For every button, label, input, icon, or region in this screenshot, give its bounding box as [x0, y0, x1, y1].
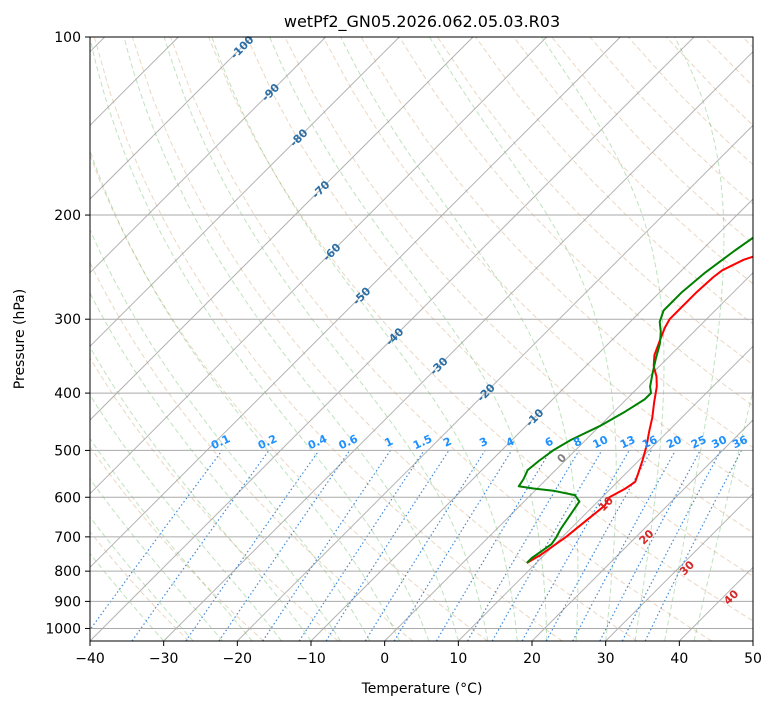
isotherm-line: [90, 37, 400, 348]
y-tick-label: 400: [54, 386, 81, 402]
x-tick-label: −10: [296, 651, 326, 667]
x-tick-label: 20: [523, 651, 541, 667]
mixing-ratio-line: [298, 450, 425, 641]
mixing-ratio-label: 30: [710, 433, 730, 451]
x-tick-label: −20: [223, 651, 253, 667]
mixing-ratio-label: 13: [618, 433, 637, 451]
mixing-ratio-line: [131, 450, 270, 641]
chart-title: wetPf2_GN05.2026.062.05.03.R03: [284, 12, 560, 32]
dry-adiabat: [208, 37, 753, 622]
isotherm-line: [457, 345, 753, 641]
dry-adiabat: [131, 37, 638, 641]
mixing-ratio-label: 16: [640, 433, 660, 451]
y-tick-label: 300: [54, 312, 81, 328]
mixing-ratio-line: [521, 450, 630, 641]
sounding-profiles: [517, 236, 753, 564]
isotherm-line: [90, 37, 548, 495]
isotherm-line: [90, 37, 695, 641]
x-tick-label: 10: [449, 651, 467, 667]
y-axis-label: Pressure (hPa): [12, 289, 28, 389]
isotherm-line: [310, 198, 753, 641]
mixing-ratio-label: 10: [591, 433, 611, 451]
isotherm-line: [163, 50, 753, 641]
mixing-ratio-line: [218, 450, 351, 641]
moist-adiabat: [429, 37, 617, 641]
moist-adiabat: [90, 291, 341, 641]
dry-adiabat: [436, 37, 753, 366]
y-tick-label: 1000: [45, 621, 81, 637]
mixing-ratio-line: [262, 450, 391, 641]
moist-adiabat: [163, 37, 489, 641]
moist-adiabat: [664, 37, 725, 641]
plot-frame: [89, 36, 754, 642]
dewpoint-profile: [517, 236, 753, 564]
y-tick-label: 800: [54, 564, 81, 580]
y-tick-label: 600: [54, 490, 81, 506]
dry-adiabat: [90, 530, 190, 641]
y-tick-label: 100: [54, 30, 81, 46]
mixing-ratio-line: [185, 450, 320, 641]
moist-adiabat: [90, 228, 371, 641]
isotherm-line: [384, 271, 753, 641]
x-axis-ticks: −40 −30 −20 −10 0 10 20 30 40 50: [75, 641, 762, 667]
dry-adiabat: [360, 37, 753, 449]
isotherm-line: [605, 492, 753, 641]
isotherm-line: [531, 419, 753, 641]
isobar-grid: [90, 37, 753, 629]
dry-adiabat: [90, 153, 488, 641]
x-tick-label: −30: [149, 651, 179, 667]
y-axis-ticks: 100 200 300 400 500 600 700 800 900 1000: [45, 30, 90, 637]
dry-adiabat: [93, 37, 563, 641]
moist-adiabat: [90, 149, 400, 641]
isotherm-line: [90, 37, 327, 274]
mixing-ratio-line: [572, 450, 677, 641]
dry-adiabat: [322, 37, 753, 491]
mixing-ratio-label: 20: [664, 433, 684, 451]
isotherm-line: [90, 37, 474, 421]
dry-adiabat: [90, 357, 339, 641]
x-tick-label: 50: [744, 651, 762, 667]
x-tick-label: 0: [380, 651, 389, 667]
y-tick-label: 500: [54, 443, 81, 459]
moist-adiabat: [541, 37, 665, 641]
mixing-ratio-line: [644, 450, 743, 641]
mixing-ratio-line: [325, 450, 450, 641]
mixing-ratio-line: [393, 450, 513, 641]
dry-adiabat: [246, 37, 753, 577]
y-tick-label: 200: [54, 208, 81, 224]
moist-adiabat: [90, 478, 223, 641]
y-tick-label: 900: [54, 594, 81, 610]
mixing-ratio-label: 25: [689, 433, 708, 451]
mixing-ratio-label: 36: [730, 433, 750, 451]
moist-adiabat: [90, 37, 430, 641]
x-tick-label: 30: [597, 651, 615, 667]
x-tick-label: 40: [670, 651, 688, 667]
dry-adiabat: [284, 37, 753, 534]
temperature-profile: [526, 255, 753, 564]
isotherm-line: [90, 37, 253, 200]
mixing-ratio-line: [545, 450, 652, 641]
mixing-ratio-line: [90, 450, 223, 631]
x-axis-label: Temperature (°C): [361, 681, 483, 697]
dry-adiabat: [513, 37, 753, 285]
mixing-ratio-line: [621, 450, 722, 641]
moist-adiabat: [90, 394, 282, 641]
dry-adiabat: [170, 37, 712, 641]
dry-adiabat: [90, 445, 264, 641]
isotherm-line: [236, 124, 753, 641]
isotherm-line: [90, 37, 621, 569]
moist-adiabat: [693, 388, 753, 641]
x-tick-label: −40: [75, 651, 105, 667]
moist-adiabat: [123, 37, 459, 641]
moist-adiabat: [340, 37, 579, 641]
y-tick-label: 700: [54, 530, 81, 546]
moist-adiabat: [211, 37, 518, 641]
moist-adiabat: [90, 437, 253, 641]
background-lines: [90, 37, 753, 641]
